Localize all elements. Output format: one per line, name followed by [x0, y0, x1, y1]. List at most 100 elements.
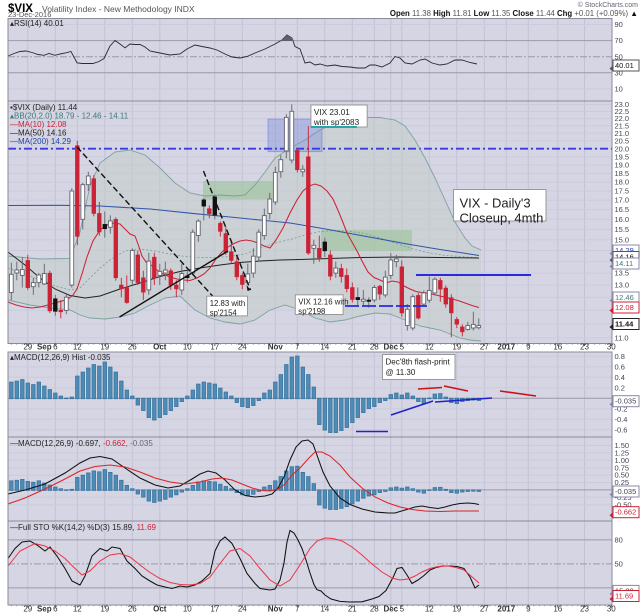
svg-text:19: 19 — [452, 605, 461, 614]
svg-text:29: 29 — [23, 605, 32, 614]
svg-text:11.0: 11.0 — [615, 334, 629, 343]
svg-text:sp'2198: sp'2198 — [298, 307, 325, 316]
svg-text:1.25: 1.25 — [615, 449, 630, 458]
svg-text:12: 12 — [425, 605, 434, 614]
svg-text:19.5: 19.5 — [615, 152, 630, 161]
svg-text:10: 10 — [183, 605, 192, 614]
svg-text:19.0: 19.0 — [615, 161, 630, 170]
svg-text:1.50: 1.50 — [615, 441, 630, 450]
svg-text:50: 50 — [615, 560, 623, 569]
svg-text:14: 14 — [320, 343, 329, 352]
svg-text:Open 11.38 High 11.81 Low 11.3: Open 11.38 High 11.81 Low 11.35 Close 11… — [390, 9, 638, 18]
svg-text:20.0: 20.0 — [615, 144, 630, 153]
svg-text:24: 24 — [238, 605, 247, 614]
svg-text:26: 26 — [128, 605, 137, 614]
svg-text:12: 12 — [73, 343, 82, 352]
svg-text:27: 27 — [480, 605, 489, 614]
svg-text:Dec: Dec — [383, 343, 398, 352]
svg-text:17: 17 — [210, 343, 219, 352]
svg-text:18.5: 18.5 — [615, 169, 630, 178]
svg-text:Nov: Nov — [268, 605, 284, 614]
svg-text:2017: 2017 — [497, 343, 515, 352]
svg-text:40.01: 40.01 — [615, 61, 634, 70]
svg-text:Oct: Oct — [153, 605, 167, 614]
svg-text:27: 27 — [480, 343, 489, 352]
svg-text:30: 30 — [615, 68, 623, 77]
svg-text:12.46: 12.46 — [615, 293, 634, 302]
svg-text:21: 21 — [348, 343, 357, 352]
svg-text:12.83 with: 12.83 with — [210, 299, 246, 308]
svg-text:17: 17 — [210, 605, 219, 614]
svg-text:6: 6 — [53, 343, 58, 352]
svg-text:0.75: 0.75 — [615, 463, 630, 472]
svg-text:23-Dec-2016: 23-Dec-2016 — [8, 10, 51, 19]
svg-text:70: 70 — [615, 36, 623, 45]
svg-text:21.0: 21.0 — [615, 129, 630, 138]
svg-text:22.5: 22.5 — [615, 107, 630, 116]
svg-text:15.5: 15.5 — [615, 225, 630, 234]
svg-text:20.5: 20.5 — [615, 137, 630, 146]
svg-text:Closeup, 4mth: Closeup, 4mth — [460, 211, 544, 226]
svg-text:―MA(10) 12.08: ―MA(10) 12.08 — [10, 120, 67, 129]
svg-text:6: 6 — [53, 605, 58, 614]
svg-text:with sp'2083: with sp'2083 — [313, 118, 360, 127]
svg-text:29: 29 — [23, 343, 32, 352]
svg-text:19: 19 — [452, 343, 461, 352]
svg-text:―MACD(12,26,9) -0.697, -0.662,: ―MACD(12,26,9) -0.697, -0.662, -0.035 — [10, 439, 153, 448]
svg-text:23: 23 — [580, 343, 589, 352]
svg-text:16.5: 16.5 — [615, 205, 630, 214]
svg-text:12.08: 12.08 — [615, 303, 634, 312]
svg-text:18.0: 18.0 — [615, 178, 630, 187]
svg-text:Sep: Sep — [37, 343, 52, 352]
svg-text:0.25: 0.25 — [615, 478, 630, 487]
svg-text:Volatility Index - New Methodo: Volatility Index - New Methodology INDX — [42, 4, 195, 14]
svg-text:VIX - Daily'3: VIX - Daily'3 — [460, 196, 531, 211]
svg-text:28: 28 — [370, 605, 379, 614]
svg-text:26: 26 — [128, 343, 137, 352]
svg-text:―Full STO %K(14,2) %D(3) 15.89: ―Full STO %K(14,2) %D(3) 15.89, 11.69 — [10, 523, 157, 532]
svg-text:© StockCharts.com: © StockCharts.com — [578, 1, 639, 9]
svg-text:0.4: 0.4 — [615, 373, 625, 382]
svg-text:7: 7 — [295, 343, 300, 352]
svg-text:28: 28 — [370, 343, 379, 352]
svg-text:23.0: 23.0 — [615, 100, 630, 109]
svg-text:Sep: Sep — [37, 605, 52, 614]
svg-text:12: 12 — [73, 605, 82, 614]
svg-text:-0.2: -0.2 — [615, 404, 628, 413]
svg-text:$VIX: $VIX — [8, 3, 33, 15]
svg-text:14: 14 — [320, 605, 329, 614]
svg-text:11.69: 11.69 — [615, 592, 633, 601]
svg-text:Nov: Nov — [268, 343, 284, 352]
svg-text:10: 10 — [183, 343, 192, 352]
svg-text:Dec: Dec — [383, 605, 398, 614]
svg-text:2017: 2017 — [497, 605, 515, 614]
svg-text:80: 80 — [615, 536, 623, 545]
svg-text:-0.035: -0.035 — [615, 397, 636, 406]
svg-text:30: 30 — [607, 343, 616, 352]
svg-text:9: 9 — [526, 605, 531, 614]
svg-text:-0.4: -0.4 — [615, 415, 628, 424]
svg-text:11.44: 11.44 — [615, 320, 634, 329]
svg-text:19: 19 — [100, 605, 109, 614]
svg-text:30: 30 — [607, 605, 616, 614]
svg-text:0.6: 0.6 — [615, 362, 625, 371]
svg-text:50: 50 — [615, 52, 623, 61]
svg-text:9: 9 — [526, 343, 531, 352]
svg-text:21.5: 21.5 — [615, 121, 630, 130]
svg-text:-0.50: -0.50 — [615, 500, 632, 509]
svg-text:▪$VIX (Daily) 11.44: ▪$VIX (Daily) 11.44 — [10, 103, 78, 112]
svg-text:1.00: 1.00 — [615, 456, 630, 465]
svg-text:19: 19 — [100, 343, 109, 352]
svg-text:5: 5 — [400, 343, 405, 352]
svg-text:7: 7 — [295, 605, 300, 614]
svg-text:0.2: 0.2 — [615, 383, 625, 392]
svg-text:―MA(200) 14.29: ―MA(200) 14.29 — [10, 137, 71, 146]
svg-text:16: 16 — [553, 343, 562, 352]
svg-text:17.5: 17.5 — [615, 187, 630, 196]
svg-text:Dec'8th flash-print: Dec'8th flash-print — [386, 358, 451, 367]
svg-text:5: 5 — [400, 605, 405, 614]
svg-text:0.50: 0.50 — [615, 471, 630, 480]
svg-text:0.8: 0.8 — [615, 352, 625, 361]
svg-text:VIX 23.01: VIX 23.01 — [314, 108, 350, 117]
svg-text:@ 11.30: @ 11.30 — [386, 368, 416, 377]
